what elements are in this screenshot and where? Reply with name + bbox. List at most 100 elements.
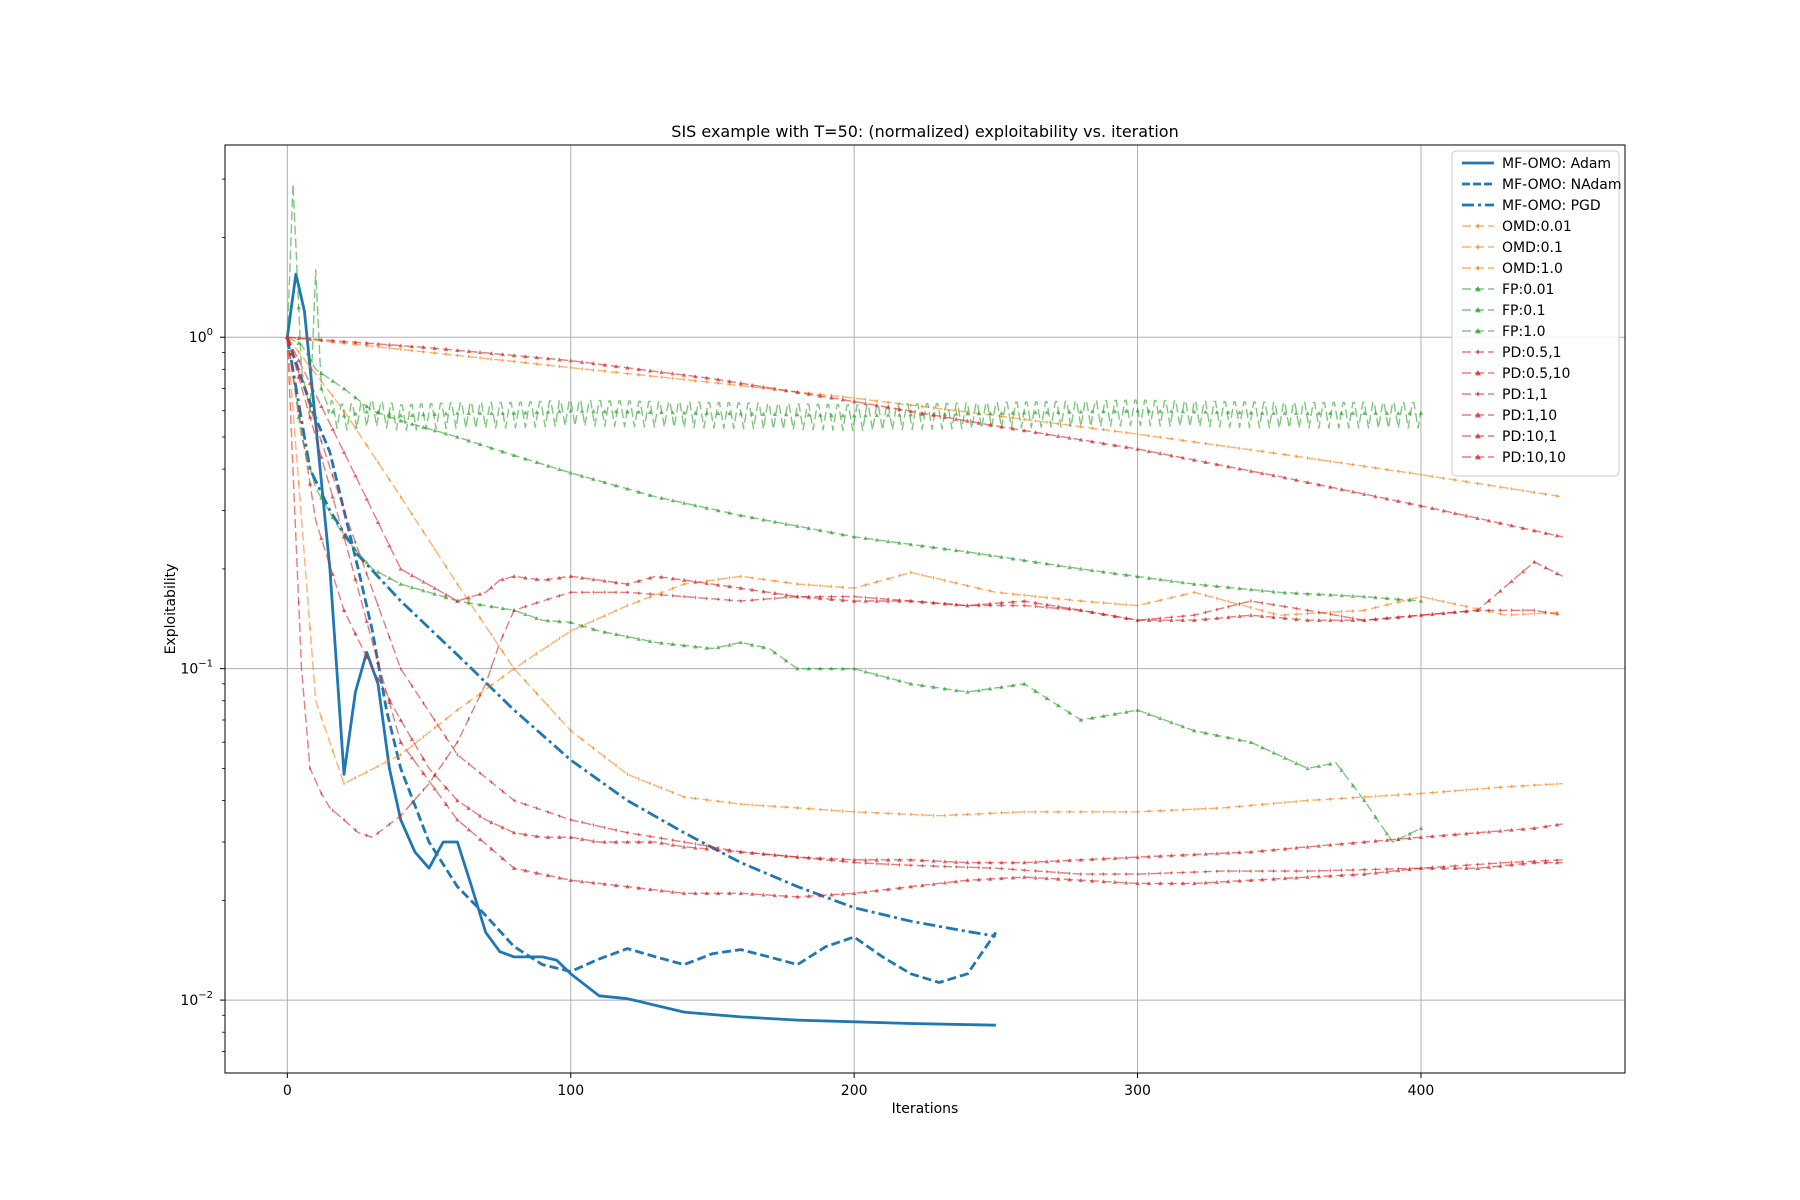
series-marker [1260, 613, 1265, 618]
series-marker [670, 842, 675, 847]
series-marker [1407, 835, 1412, 840]
series-marker [558, 813, 561, 819]
series-marker [1532, 559, 1537, 564]
series-marker [1521, 608, 1524, 613]
series-marker [467, 354, 470, 359]
series-marker [547, 643, 550, 649]
series-marker [1554, 571, 1560, 576]
series-marker [1340, 614, 1343, 619]
series-marker [591, 361, 596, 366]
series-marker [965, 549, 970, 554]
series-marker [1170, 436, 1173, 442]
series-marker [1294, 760, 1299, 765]
series-marker [398, 581, 403, 586]
series-marker [761, 851, 766, 856]
series-marker [296, 335, 301, 340]
series-marker [1396, 836, 1401, 841]
series-marker [806, 391, 812, 396]
series-marker [534, 460, 539, 465]
series-marker [1350, 840, 1356, 845]
series-marker [1181, 807, 1184, 812]
series-marker [1011, 603, 1014, 608]
series-markers [285, 335, 1560, 899]
series-marker [1034, 809, 1037, 814]
series-marker [1169, 881, 1174, 886]
series-marker [1294, 875, 1299, 880]
series-marker [455, 434, 460, 439]
series-marker [1554, 822, 1560, 827]
series-marker [365, 442, 368, 448]
series-marker [1396, 868, 1401, 873]
series-marker [592, 367, 595, 373]
series-marker [432, 585, 437, 590]
series-marker [1010, 556, 1016, 561]
series-marker [1238, 601, 1241, 607]
series-marker [409, 585, 415, 590]
series-marker [500, 825, 505, 830]
series-marker [489, 846, 494, 851]
series-marker [1384, 410, 1390, 415]
series-marker [647, 575, 653, 580]
series-marker [603, 590, 606, 595]
legend-marker [1475, 328, 1481, 334]
series-marker [399, 752, 402, 757]
series-marker [987, 422, 993, 427]
series-marker [1464, 609, 1469, 614]
series-marker [649, 834, 652, 839]
series-marker [1329, 796, 1332, 802]
series-marker [513, 359, 516, 364]
series-marker [387, 700, 392, 705]
series-marker [1487, 861, 1490, 866]
series-marker [489, 604, 494, 609]
series-marker [795, 390, 800, 395]
series-marker [1441, 865, 1446, 870]
series-marker [557, 357, 562, 362]
legend-item: PD:0.5,1 [1462, 345, 1562, 361]
series-marker [715, 411, 721, 416]
series-line [286, 337, 1563, 838]
series-marker [1055, 858, 1061, 863]
series-marker [795, 594, 800, 599]
series-marker [1238, 446, 1241, 451]
series-marker [1181, 592, 1184, 598]
series-marker [909, 812, 912, 817]
series-marker [1418, 503, 1424, 508]
series-pd-10-1 [285, 335, 1564, 622]
series-marker [874, 888, 880, 893]
series-marker [625, 884, 630, 889]
series-marker [603, 368, 606, 374]
series-marker [1282, 475, 1288, 480]
series-marker [1237, 410, 1242, 415]
series-marker [761, 645, 766, 650]
legend-marker [1476, 265, 1480, 271]
series-marker [547, 703, 550, 709]
series-marker [875, 861, 878, 866]
series-marker [569, 365, 572, 370]
series-fp-0-01 [285, 183, 1424, 432]
series-marker [1385, 793, 1388, 798]
series-marker [932, 813, 935, 818]
series-marker [591, 408, 596, 413]
series-marker [841, 394, 844, 400]
series-marker [1544, 782, 1547, 787]
series-marker [681, 643, 687, 648]
series-marker [388, 477, 391, 482]
series-marker [840, 413, 846, 418]
series-marker [547, 809, 550, 815]
series-marker [670, 371, 675, 376]
series-marker [909, 863, 912, 868]
series-marker [353, 473, 358, 478]
legend-item: PD:0.5,10 [1462, 366, 1570, 382]
series-marker [309, 766, 312, 771]
series-marker [647, 887, 653, 892]
series-marker [409, 412, 415, 417]
series-marker [863, 536, 868, 541]
series-marker [1124, 408, 1129, 413]
series-marker [1125, 430, 1128, 435]
series-marker [1465, 862, 1468, 868]
series-markers [285, 335, 1560, 622]
series-marker [569, 590, 572, 595]
series-marker [467, 761, 470, 767]
series-marker [309, 625, 312, 631]
series-marker [524, 360, 527, 365]
